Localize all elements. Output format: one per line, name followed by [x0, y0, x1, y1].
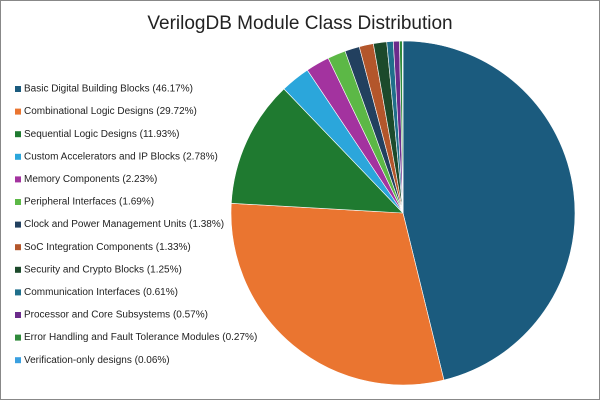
legend-swatch [15, 266, 21, 273]
pie-slice [230, 202, 445, 386]
legend-swatch [15, 334, 21, 341]
legend-label: Combinational Logic Designs (29.72%) [24, 106, 197, 117]
legend-swatch [15, 86, 21, 92]
legend-label: Clock and Power Management Units (1.38%) [24, 219, 224, 230]
legend-label: Processor and Core Subsystems (0.57%) [24, 310, 208, 321]
legend-label: Memory Components (2.23%) [24, 174, 157, 185]
pie-slice [230, 88, 404, 214]
chart-title: VerilogDB Module Class Distribution [147, 13, 452, 34]
legend-label: Error Handling and Fault Tolerance Modul… [24, 332, 257, 343]
legend-swatch [15, 221, 21, 228]
legend-swatch [15, 289, 21, 296]
pie-slice [402, 40, 404, 214]
legend-label: Peripheral Interfaces (1.69%) [24, 197, 154, 208]
legend-swatch [15, 244, 21, 251]
legend-swatch [15, 153, 21, 160]
legend-label: Verification-only designs (0.06%) [24, 355, 170, 366]
legend-label: SoC Integration Components (1.33%) [24, 242, 191, 253]
legend-swatch [15, 199, 21, 205]
legend-swatch [15, 108, 21, 115]
legend-swatch [15, 131, 21, 138]
legend-swatch [15, 357, 21, 364]
legend-label: Security and Crypto Blocks (1.25%) [24, 264, 182, 275]
legend-label: Custom Accelerators and IP Blocks (2.78%… [24, 151, 218, 162]
legend-label: Basic Digital Building Blocks (46.17%) [24, 84, 193, 95]
legend-swatch [15, 312, 21, 318]
legend-swatch [15, 176, 21, 183]
pie-slice [402, 40, 576, 381]
legend-label: Sequential Logic Designs (11.93%) [24, 129, 179, 140]
legend-label: Communication Interfaces (0.61%) [24, 287, 178, 298]
